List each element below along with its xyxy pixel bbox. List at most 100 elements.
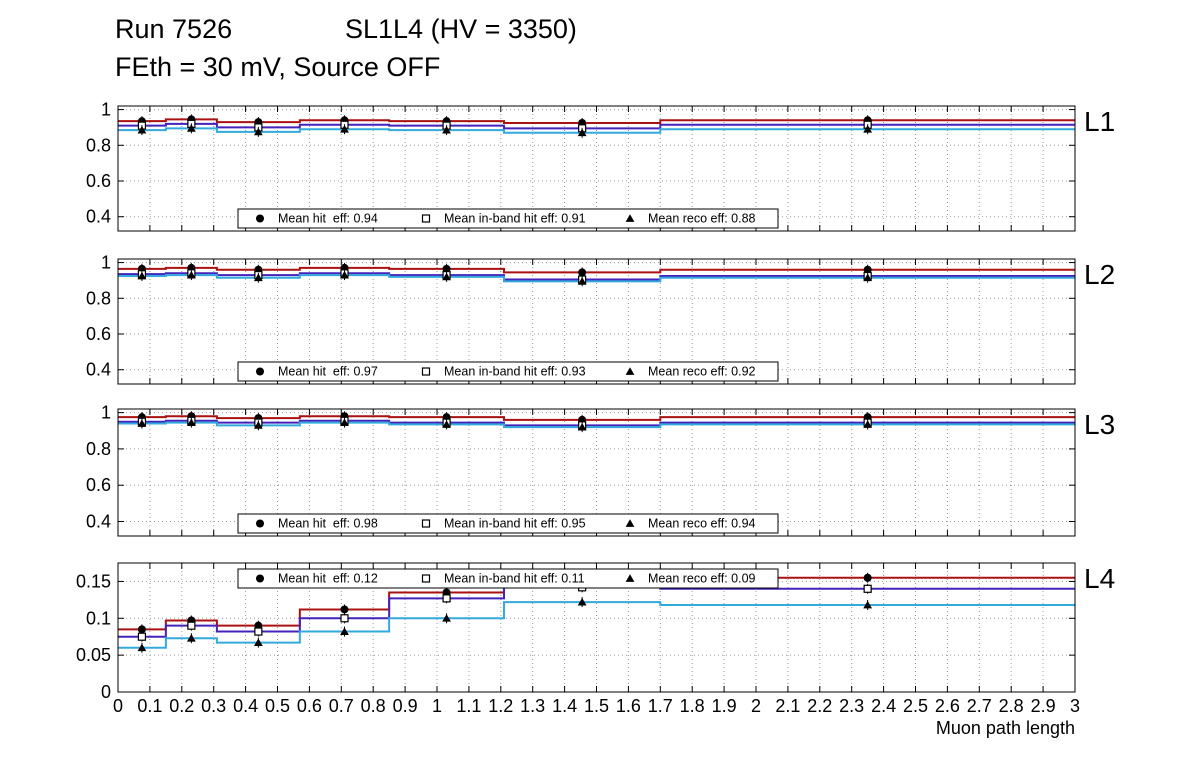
marker-filled-triangle (442, 420, 451, 428)
xtick-label: 1.5 (584, 696, 609, 716)
marker-filled-circle (863, 573, 872, 582)
xtick-label: 2 (751, 696, 761, 716)
legend-box (237, 361, 779, 382)
marker-filled-circle (256, 367, 264, 376)
marker-filled-circle (442, 264, 451, 273)
marker-open-square (340, 614, 349, 623)
legend-label: Mean hit eff: 0.12 (278, 572, 378, 586)
ytick-label: 0.6 (86, 324, 111, 344)
marker-filled-triangle (137, 271, 147, 280)
legend: Mean hit eff: 0.98 Mean in-band hit eff: … (237, 513, 779, 534)
xtick-label: 0.6 (297, 696, 322, 716)
legend-label: Mean hit eff: 0.94 (278, 212, 378, 226)
marker-filled-triangle (577, 128, 587, 137)
xtick-label: 1.3 (520, 696, 545, 716)
legend-label: Mean in-band hit eff: 0.93 (444, 365, 586, 379)
marker-filled-triangle (442, 125, 451, 134)
marker-filled-triangle (137, 125, 147, 134)
xtick-label: 1.8 (680, 696, 705, 716)
marker-filled-triangle (186, 633, 196, 642)
legend-label: Mean hit eff: 0.98 (278, 517, 378, 531)
xtick-label: 1.2 (488, 696, 513, 716)
marker-filled-triangle (340, 125, 349, 133)
marker-filled-circle (578, 268, 587, 277)
xtick-label: 0.3 (201, 696, 226, 716)
ytick-label: 1 (101, 403, 111, 423)
marker-filled-triangle (625, 519, 635, 527)
ytick-label: 1 (101, 253, 111, 273)
legend-box (237, 208, 779, 229)
marker-filled-triangle (863, 420, 873, 428)
marker-open-square (421, 574, 431, 583)
legend-label: Mean reco eff: 0.92 (648, 365, 756, 379)
ytick-label: 0.4 (86, 360, 111, 380)
panel-L3: 0.4 0.6 0.8 1 L3 Mean hit eff: 0.98 Mean in-ba… (86, 403, 1115, 537)
xtick-label: 1.7 (648, 696, 673, 716)
marker-open-square (863, 584, 872, 593)
marker-filled-triangle (863, 273, 873, 282)
panel-L4: 0 0.05 0.1 0.15 L4 Mean hit eff: 0.12 Mean in-… (76, 562, 1115, 702)
xtick-label: 3 (1070, 696, 1080, 716)
legend-label: Mean reco eff: 0.09 (648, 572, 756, 586)
marker-open-square (421, 367, 431, 376)
xtick-label: 0.7 (329, 696, 354, 716)
title-chamber: SL1L4 (HV = 3350) (345, 14, 577, 44)
marker-open-square (421, 519, 431, 528)
panel-label: L2 (1084, 259, 1115, 290)
xtick-label: 1.4 (552, 696, 577, 716)
marker-filled-triangle (340, 270, 349, 279)
marker-open-square (442, 594, 451, 603)
legend: Mean hit eff: 0.12 Mean in-band hit eff: … (237, 568, 779, 589)
marker-open-square (421, 214, 431, 223)
marker-filled-triangle (137, 643, 147, 652)
xtick-label: 1.9 (712, 696, 737, 716)
marker-filled-triangle (186, 124, 196, 132)
marker-filled-triangle (340, 418, 349, 427)
xtick-label: 2.4 (871, 696, 896, 716)
panel-label: L1 (1084, 106, 1115, 137)
xtick-label: 0.8 (361, 696, 386, 716)
title-subtitle: FEth = 30 mV, Source OFF (115, 52, 441, 82)
marker-filled-triangle (253, 273, 263, 282)
xtick-label: 2.1 (775, 696, 800, 716)
xtick-label: 2.8 (999, 696, 1024, 716)
marker-filled-triangle (577, 597, 587, 606)
marker-open-square (254, 627, 263, 636)
legend-label: Mean in-band hit eff: 0.95 (444, 517, 586, 531)
xtick-label: 0.1 (137, 696, 162, 716)
ytick-label: 0.05 (76, 645, 111, 665)
ytick-label: 0.6 (86, 171, 111, 191)
marker-filled-triangle (625, 574, 635, 582)
marker-filled-triangle (625, 214, 635, 222)
panel-label: L4 (1084, 563, 1115, 594)
panel-label: L3 (1084, 409, 1115, 440)
xtick-label: 0.2 (169, 696, 194, 716)
marker-filled-triangle (442, 272, 451, 281)
marker-filled-circle (340, 605, 349, 614)
xtick-label: 1.1 (456, 696, 481, 716)
ytick-label: 0.4 (86, 511, 111, 531)
ytick-label: 0.8 (86, 135, 111, 155)
panel-L1: 0.4 0.6 0.8 1 L1 Mean hit eff: 0.94 Mean in-ba… (86, 100, 1115, 232)
marker-filled-triangle (577, 422, 587, 431)
legend-box (237, 568, 779, 589)
ytick-label: 0.1 (86, 608, 111, 628)
ytick-label: 0.4 (86, 207, 111, 227)
marker-open-square (137, 632, 147, 641)
ytick-label: 0.6 (86, 475, 111, 495)
marker-filled-triangle (863, 600, 873, 609)
legend-label: Mean reco eff: 0.94 (648, 517, 756, 531)
marker-filled-triangle (863, 125, 873, 133)
panel-L2: 0.4 0.6 0.8 1 L2 Mean hit eff: 0.97 Mean in-ba… (86, 253, 1115, 385)
marker-filled-triangle (577, 277, 587, 285)
marker-open-square (187, 621, 196, 630)
xtick-label: 2.6 (935, 696, 960, 716)
xtick-label: 1 (432, 696, 442, 716)
marker-filled-circle (137, 625, 146, 634)
ytick-label: 0.8 (86, 288, 111, 308)
xtick-label: 0.9 (393, 696, 418, 716)
marker-filled-triangle (442, 614, 451, 622)
marker-filled-triangle (186, 418, 196, 427)
x-axis-labels: 0 0.1 0.2 0.3 0.4 0.5 0.6 0.7 0.8 0.9 1 1.1 1.2 1.3 1.… (113, 696, 1080, 716)
